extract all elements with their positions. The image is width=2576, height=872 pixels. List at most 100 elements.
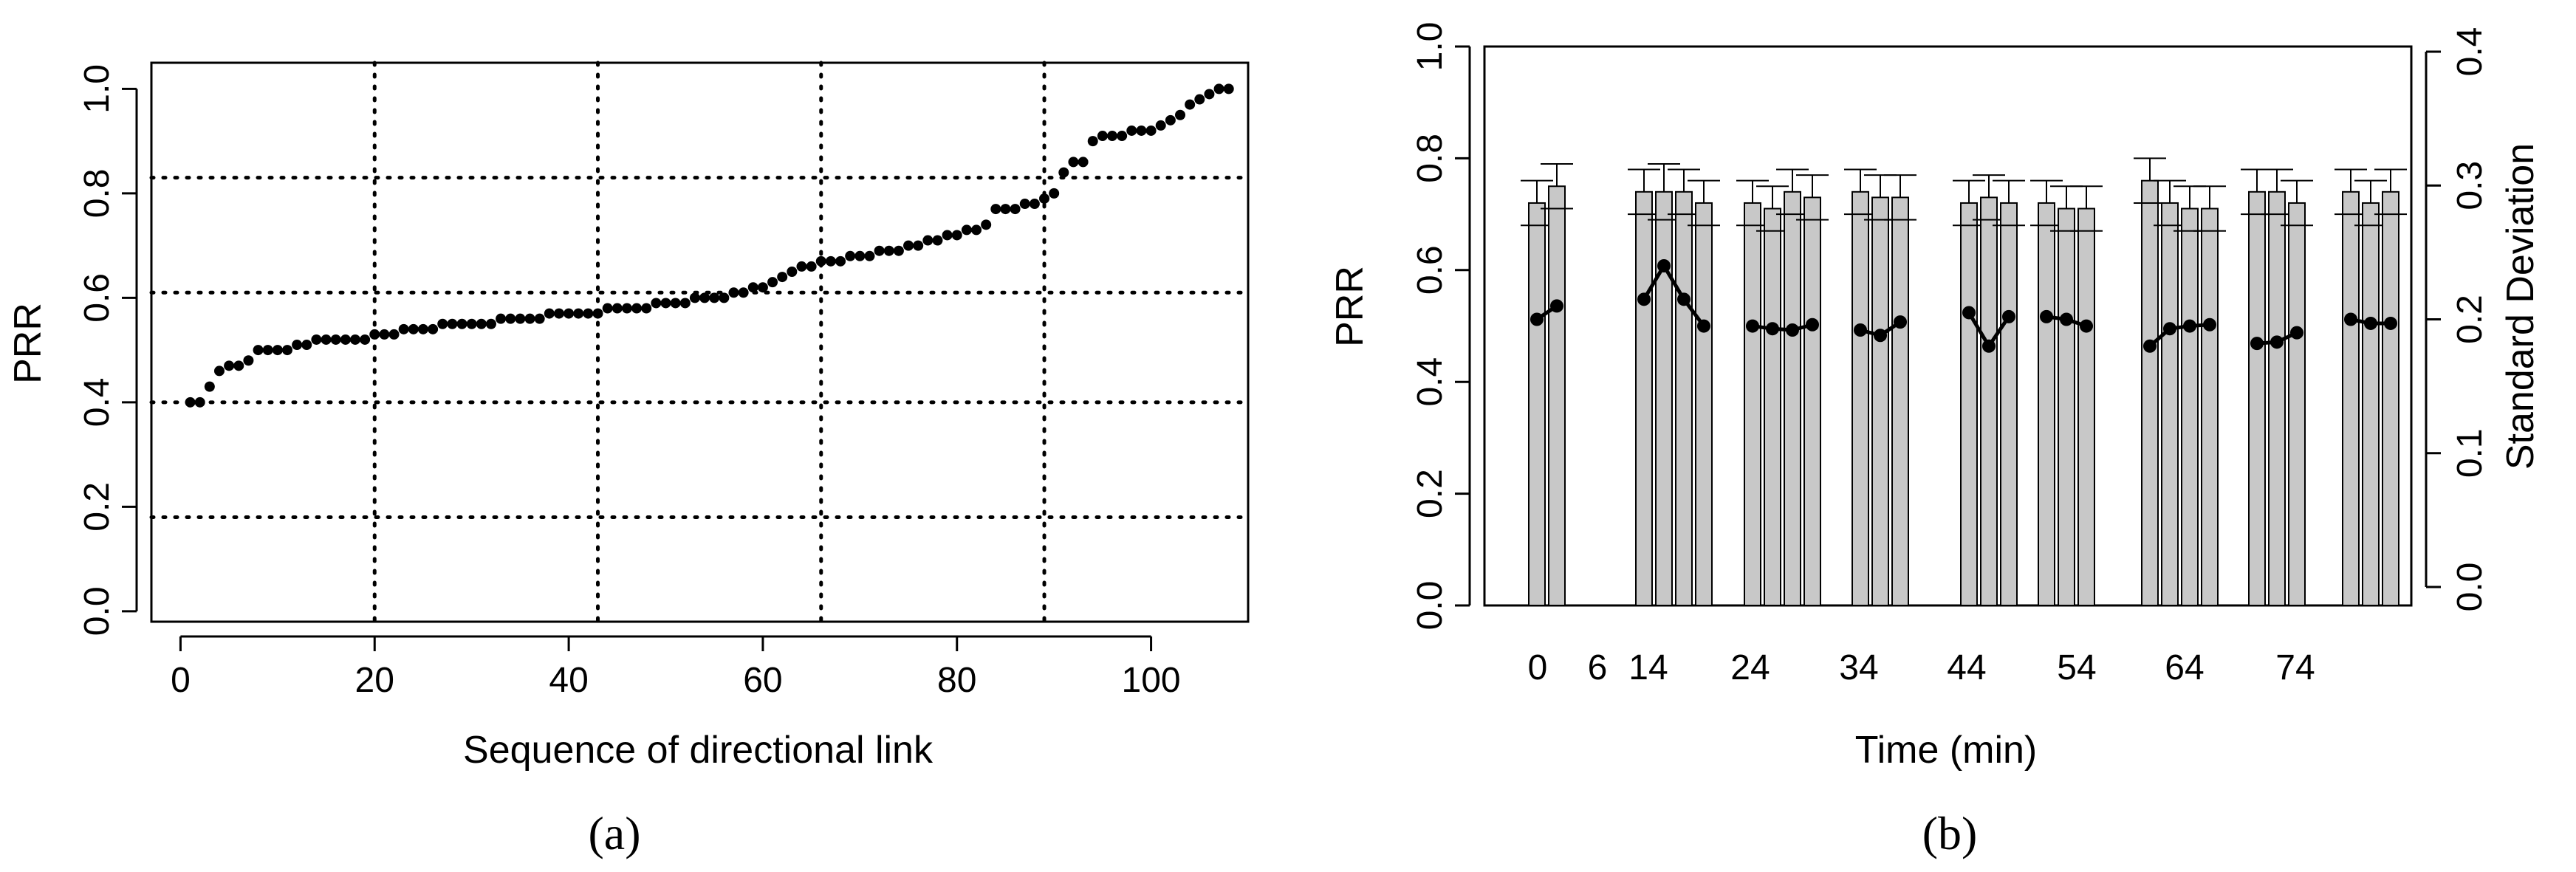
panel-a-data-point [864, 250, 875, 261]
panel-a-data-point [709, 292, 720, 303]
panel-a-data-point [456, 318, 467, 329]
panel-b-sd-point [2040, 309, 2053, 323]
panel-a-data-point [1155, 120, 1166, 131]
panel-b-x-tick-label: 54 [2057, 648, 2096, 687]
panel-b-sd-line [1642, 262, 1706, 328]
panel-a-y-tick-label: 0.0 [78, 586, 117, 636]
panel-a-data-point [796, 261, 807, 272]
panel-a-gridlines [149, 61, 1250, 624]
panel-a-y-tick-label: 0.4 [78, 377, 117, 427]
panel-b-bar [1803, 196, 1821, 606]
panel-b-x-tick-label: 64 [2165, 648, 2204, 687]
panel-a-data-point [893, 245, 904, 256]
panel-b-sd-point [2163, 322, 2176, 336]
panel-a-data-point [1117, 131, 1128, 142]
panel-b-bars [1521, 157, 2407, 606]
panel-a-y-axis-label: PRR [7, 303, 49, 384]
panel-b-sd-point [1550, 299, 1563, 313]
panel-a-data-point [476, 318, 487, 329]
panel-a-data-point [1194, 94, 1205, 105]
panel-a-data-point [815, 255, 826, 267]
panel-a-data-point [951, 230, 962, 241]
panel-a-data-point [1068, 157, 1079, 168]
panel-b-y-tick-label: 1.0 [1411, 22, 1450, 72]
panel-a-data-point [971, 224, 982, 236]
panel-a-data-point [1058, 167, 1069, 178]
panel-a-data-point [1136, 125, 1147, 136]
panel-b-sd-point [2002, 309, 2015, 323]
panel-b-y-axis-label: PRR [1329, 266, 1371, 347]
panel-b-sd-point [2344, 312, 2357, 326]
panel-a-y-tick-label: 0.2 [78, 482, 117, 532]
panel-a-data-point [185, 396, 196, 408]
panel-b-y-tick-label: 0.4 [1411, 357, 1450, 407]
panel-a-data-point [224, 360, 235, 371]
panel-a-y-tick-label: 1.0 [78, 64, 117, 114]
panel-a-data-point [747, 282, 758, 293]
panel-b-y-tick-label: 0.0 [1411, 581, 1450, 631]
panel-a-data-point [1145, 125, 1157, 136]
panel-b-bar [2141, 179, 2159, 606]
panel-a-data-point [311, 334, 322, 345]
panel-b-sd-point [2384, 316, 2397, 330]
panel-b-y-tick-label: 0.2 [1411, 469, 1450, 518]
panel-b-sd-point [1894, 315, 1907, 329]
panel-a-caption: (a) [588, 807, 640, 859]
panel-a-data-point [1078, 157, 1089, 168]
panel-a-points [185, 83, 1234, 408]
panel-b-right-y-tick-label: 0.1 [2450, 428, 2490, 478]
panel-a-data-point [496, 313, 507, 324]
panel-a-x-tick-label: 60 [743, 661, 782, 700]
panel-b-sd-point [1697, 319, 1710, 333]
panel-a-data-point [651, 298, 662, 309]
panel-a-data-point [281, 345, 292, 356]
panel-a-data-point [932, 235, 943, 246]
panel-a-data-point [321, 334, 332, 345]
panel-b-bar [1675, 190, 1693, 606]
panel-a-data-point [1049, 188, 1060, 199]
panel-a-data-point [553, 308, 564, 319]
panel-b-sd-line [2148, 323, 2210, 348]
panel-b-bar [1871, 196, 1889, 606]
panel-b-bar [2077, 207, 2095, 606]
panel-a-data-point [1107, 131, 1118, 142]
panel-a-data-point [1185, 99, 1196, 110]
panel-b-right-y-tick-label: 0.4 [2450, 27, 2490, 77]
panel-a-data-point [767, 277, 778, 288]
panel-b-sd-point [2203, 317, 2216, 332]
panel-b-x-tick-label: 6 [1588, 648, 1608, 687]
panel-a-data-point [437, 318, 448, 329]
panel-a-data-point [524, 313, 535, 324]
panel-b-bar [2000, 202, 2018, 606]
panel-a-x-tick-label: 80 [937, 661, 976, 700]
panel-a-data-point [379, 329, 390, 340]
panel-a-data-point [1097, 131, 1108, 142]
panel-b-sd-point [1530, 312, 1544, 326]
panel-a-data-point [583, 308, 594, 319]
panel-a-plot-frame [150, 61, 1250, 623]
panel-b-x-axis-label: Time (min) [1855, 729, 2038, 772]
panel-a-data-point [408, 323, 419, 334]
panel-a-data-point [447, 318, 458, 329]
panel-a-data-point [874, 245, 885, 256]
panel-a-data-point [534, 313, 545, 324]
panel-b-sd-point [2060, 312, 2073, 326]
panel-a-x-axis-label: Sequence of directional link [463, 729, 934, 772]
panel-a-data-point [854, 250, 866, 261]
panel-b-bar [1764, 207, 1781, 606]
panel-b-y-tick-label: 0.8 [1411, 134, 1450, 183]
panel-a-data-point [564, 308, 575, 319]
panel-b-plot-frame [1483, 45, 2413, 607]
panel-a-data-point [204, 381, 215, 392]
panel-a-x-tick-label: 0 [171, 661, 191, 700]
panel-b-std-dev-lines [1530, 259, 2397, 353]
panel-a-data-point [961, 224, 972, 236]
panel-b-bar [1784, 190, 1801, 606]
panel-b-bar-chart: 0.0 0.2 0.4 0.6 0.8 1.0 0.0 0.1 0.2 0.3 0.4 0 6 14 24 3… [1329, 22, 2542, 859]
panel-a-data-point [1204, 89, 1215, 100]
panel-a-data-point [544, 308, 555, 319]
panel-a-data-point [194, 396, 205, 408]
panel-b-sd-point [1982, 339, 1996, 353]
panel-b-sd-point [2364, 316, 2377, 330]
